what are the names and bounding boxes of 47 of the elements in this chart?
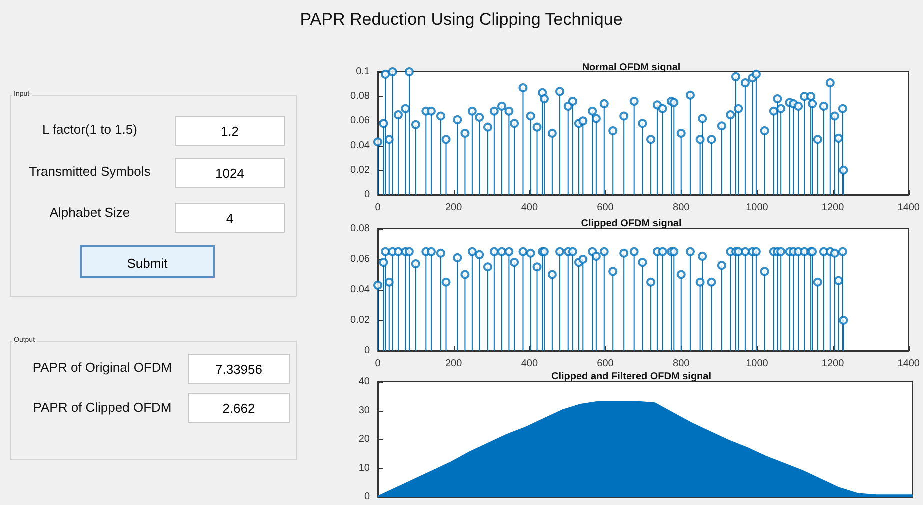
x-tick-label: 1400 — [898, 202, 920, 214]
x-tick-label: 800 — [673, 358, 690, 370]
text: Alphabet Size — [48, 204, 132, 222]
y-tick-label: 0.04 — [350, 284, 370, 296]
text: 1024 — [175, 158, 285, 188]
chart-title: Normal OFDM signal — [582, 62, 681, 74]
y-tick-label: 0 — [364, 346, 370, 356]
text: 1.2 — [175, 116, 285, 146]
x-tick-label: 200 — [445, 358, 463, 370]
y-tick-label: 0.08 — [350, 91, 370, 102]
y-tick-label: 0.1 — [356, 66, 370, 78]
y-tick-label: 40 — [358, 376, 370, 388]
x-tick-label: 1000 — [746, 358, 769, 370]
text: 4 — [175, 203, 285, 233]
y-tick-label: 0.08 — [350, 224, 370, 234]
y-tick-label: 0 — [364, 492, 370, 502]
y-tick-label: 30 — [358, 405, 370, 416]
x-tick-label: 0 — [375, 358, 382, 370]
y-tick-label: 0.02 — [350, 164, 370, 176]
text: Transmitted Symbols — [28, 163, 152, 181]
x-tick-label: 200 — [445, 202, 463, 214]
text: 7.33956 — [188, 354, 290, 384]
x-tick-label: 0 — [375, 202, 382, 214]
text: 2.662 — [188, 393, 290, 423]
x-tick-label: 600 — [597, 358, 614, 370]
x-tick-label: 400 — [521, 358, 538, 370]
text: PAPR of Original OFDM — [32, 359, 174, 377]
y-tick-label: 10 — [358, 462, 370, 474]
x-tick-label: 800 — [673, 202, 690, 214]
y-tick-label: 0 — [364, 190, 370, 200]
x-tick-label: 600 — [597, 202, 614, 214]
text: L factor(1 to 1.5) — [42, 121, 138, 139]
chart-title: Clipped and Filtered OFDM signal — [551, 372, 712, 382]
y-tick-label: 0.02 — [350, 315, 370, 326]
x-tick-label: 1000 — [746, 202, 769, 214]
text: Submit — [80, 245, 215, 278]
chart-title: Clipped OFDM signal — [581, 218, 682, 230]
x-tick-label: 400 — [521, 202, 538, 214]
x-tick-label: 1200 — [822, 358, 845, 370]
text: PAPR Reduction Using Clipping Technique — [299, 9, 624, 31]
y-tick-label: 0.06 — [350, 254, 370, 265]
text: PAPR of Clipped OFDM — [32, 399, 173, 417]
y-tick-label: 20 — [358, 434, 370, 445]
x-tick-label: 1200 — [822, 202, 845, 214]
x-tick-label: 1400 — [898, 358, 920, 370]
y-tick-label: 0.04 — [350, 140, 370, 152]
y-tick-label: 0.06 — [350, 116, 370, 127]
